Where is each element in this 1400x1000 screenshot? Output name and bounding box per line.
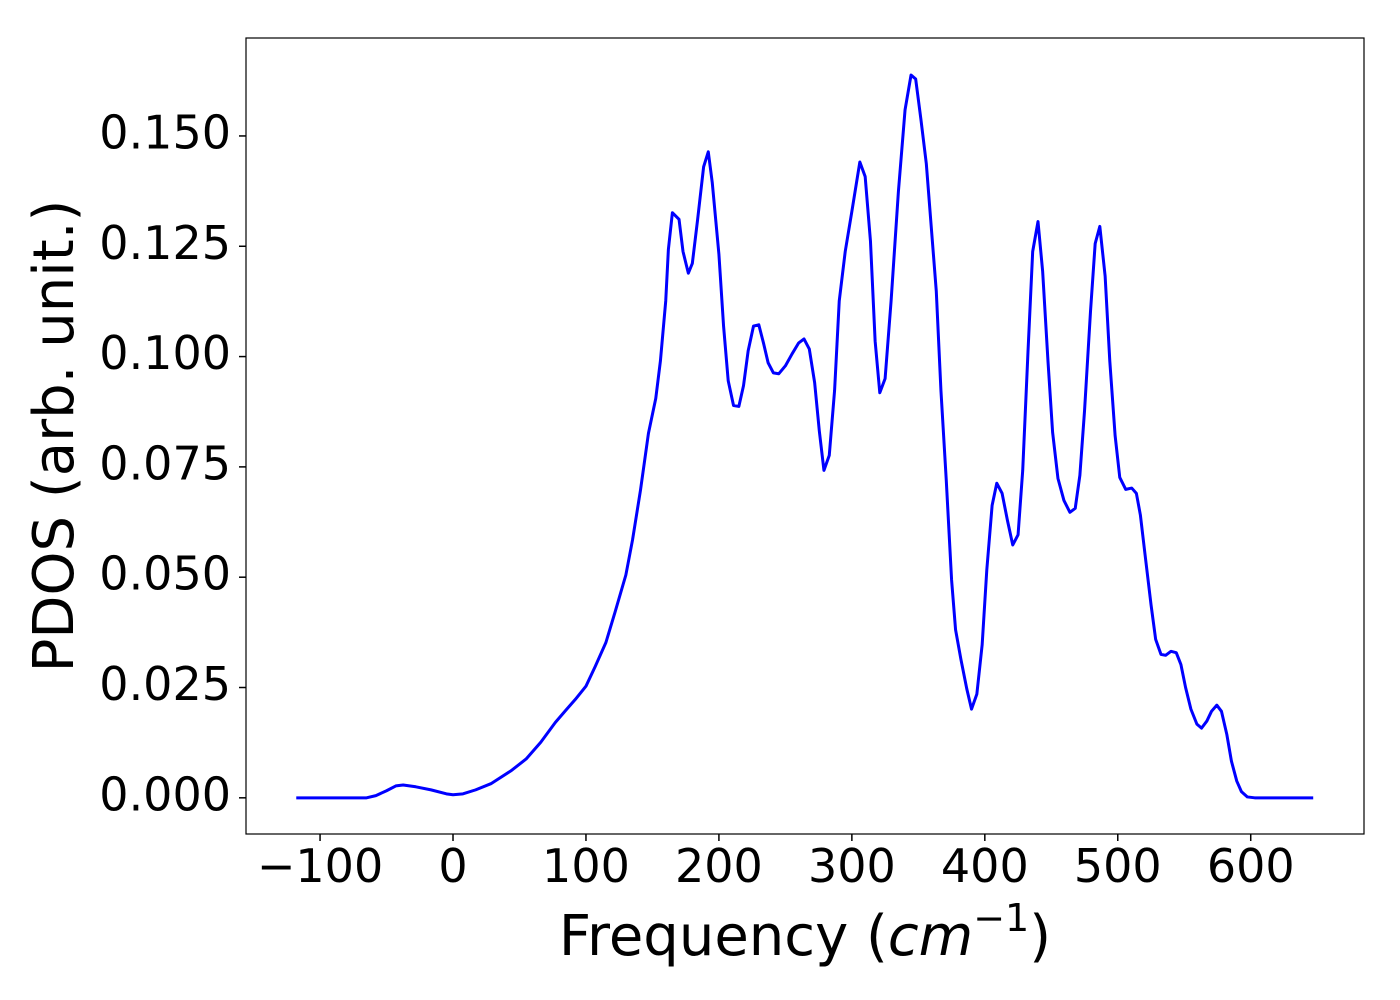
y-tick-label: 0.100 [99,326,231,380]
x-tick-label: −100 [257,839,383,893]
x-tick-label: 100 [542,839,630,893]
y-tick-label: 0.150 [99,105,231,159]
x-tick-label: 600 [1207,839,1295,893]
y-tick-label: 0.075 [99,436,231,490]
y-tick-label: 0.025 [99,657,231,711]
x-axis-label: Frequency (cm−1) [559,896,1051,969]
x-tick-label: 300 [808,839,896,893]
y-tick-label: 0.125 [99,216,231,270]
x-axis-label-text: Frequency ( [559,904,888,969]
x-tick-label: 400 [941,839,1029,893]
x-axis-label-close: ) [1029,904,1051,969]
y-axis-label: PDOS (arb. unit.) [22,200,87,673]
x-tick-label: 0 [438,839,467,893]
x-axis-label-unit: cm [888,904,973,969]
y-tick-label: 0.000 [99,767,231,821]
x-tick-label: 500 [1074,839,1162,893]
x-axis-label-exponent: −1 [973,896,1029,940]
data-line [296,73,1314,800]
plot-frame [245,37,1365,835]
y-tick-label: 0.050 [99,547,231,601]
x-tick-label: 200 [675,839,763,893]
